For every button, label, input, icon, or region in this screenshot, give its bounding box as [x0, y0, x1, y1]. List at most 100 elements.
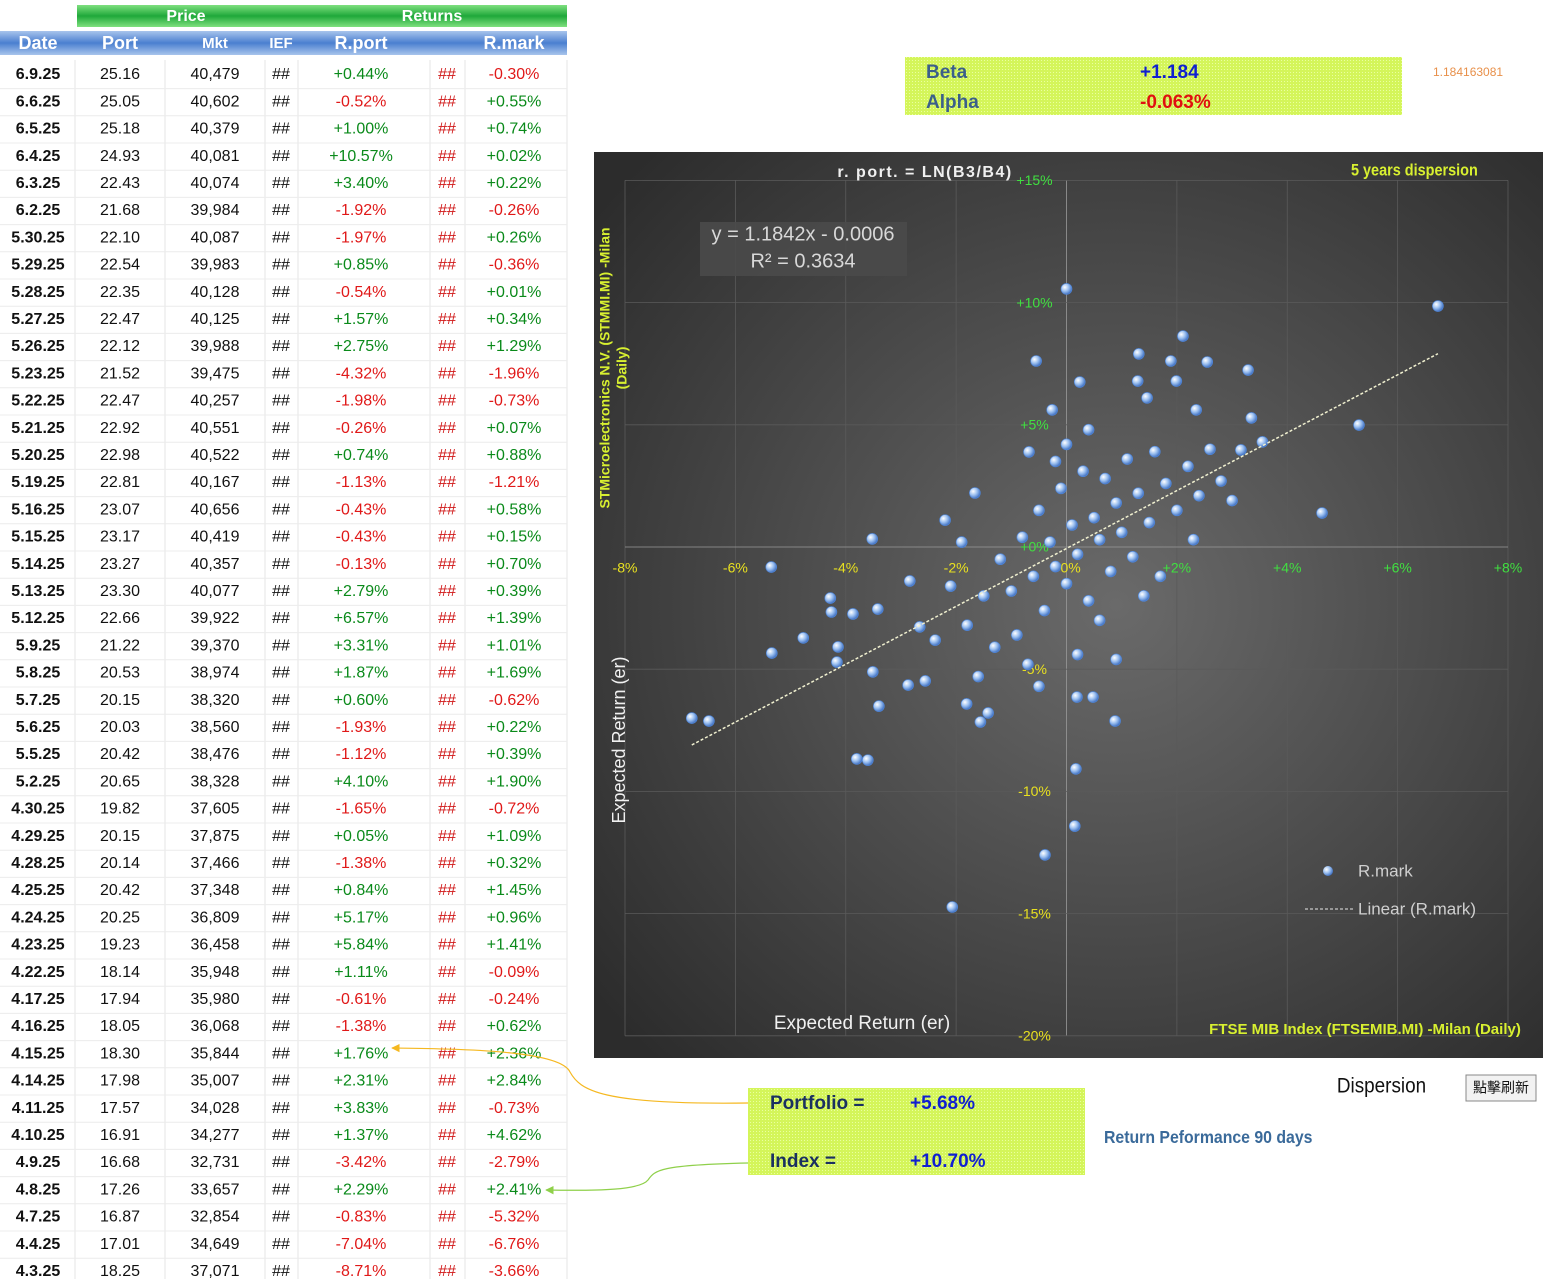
cell: ##: [272, 583, 290, 600]
cell: -0.52%: [336, 93, 387, 110]
cell: -5.32%: [489, 1209, 540, 1226]
cell: 22.47: [100, 311, 140, 328]
scatter-point: [955, 536, 968, 548]
refresh-button[interactable]: [1465, 1074, 1537, 1102]
scatter-point: [1154, 570, 1167, 583]
scatter-point: [797, 632, 810, 644]
cell: ##: [438, 1181, 456, 1198]
cell: ##: [438, 637, 456, 654]
scatter-point: [1082, 594, 1095, 607]
cell: 18.05: [100, 1018, 140, 1035]
cell: -6.76%: [489, 1236, 540, 1253]
cell: 19.82: [100, 801, 140, 818]
cell: 20.15: [100, 828, 140, 845]
cell: -0.61%: [336, 991, 387, 1008]
cell: -0.30%: [489, 66, 540, 83]
cell: 17.98: [100, 1073, 140, 1090]
cell: +1.76%: [334, 1045, 389, 1062]
cell: ##: [438, 447, 456, 464]
cell: ##: [438, 202, 456, 219]
scatter-point: [919, 675, 932, 687]
stats-box: [905, 57, 1402, 115]
cell: +4.62%: [487, 1127, 542, 1144]
cell: +0.22%: [487, 175, 542, 192]
scatter-point: [765, 561, 778, 573]
cell: ##: [438, 828, 456, 845]
cell: 38,476: [191, 746, 240, 763]
scatter-point: [1071, 548, 1084, 561]
cell: 40,074: [191, 175, 240, 192]
cell: ##: [272, 1018, 290, 1035]
cell: 4.15.25: [11, 1045, 64, 1062]
cell: 22.98: [100, 447, 140, 464]
cell: -0.43%: [336, 501, 387, 518]
cell: 20.25: [100, 909, 140, 926]
scatter-point: [832, 641, 844, 653]
scatter-point: [929, 634, 941, 646]
cell: +1.41%: [487, 937, 542, 954]
cell: +0.88%: [487, 447, 542, 464]
scatter-point: [977, 590, 990, 602]
scatter-point: [1049, 560, 1062, 573]
cell: ##: [272, 746, 290, 763]
scatter-point: [1087, 691, 1099, 703]
cell: +0.32%: [487, 855, 542, 872]
cell: ##: [272, 964, 290, 981]
cell: ##: [438, 1154, 456, 1171]
cell: ##: [272, 991, 290, 1008]
x-tick-label: -4%: [833, 560, 858, 576]
scatter-point: [1115, 526, 1128, 539]
cell: 5.15.25: [11, 529, 64, 546]
cell: +2.36%: [487, 1045, 542, 1062]
cell: ##: [438, 121, 456, 138]
x-tick-label: -8%: [613, 560, 638, 576]
cell: 5.8.25: [16, 665, 61, 682]
cell: ##: [438, 529, 456, 546]
cell: ##: [272, 257, 290, 274]
scatter-point: [1068, 820, 1081, 832]
scatter-point: [1093, 533, 1106, 546]
cell: +1.00%: [334, 121, 389, 138]
cell: ##: [272, 447, 290, 464]
cell: +0.22%: [487, 719, 542, 736]
scatter-point: [1193, 489, 1205, 502]
trend-line: [691, 353, 1439, 746]
cell: -1.93%: [336, 719, 387, 736]
cell: ##: [438, 746, 456, 763]
scatter-point: [824, 592, 837, 604]
cell: ##: [272, 719, 290, 736]
cell: ##: [438, 1127, 456, 1144]
portfolio-label: Portfolio =: [770, 1093, 864, 1114]
cell: 16.68: [100, 1154, 140, 1171]
scatter-point: [1109, 715, 1121, 727]
x-tick-label: +8%: [1494, 560, 1522, 576]
cell: +2.29%: [334, 1181, 389, 1198]
cell: 34,028: [191, 1100, 240, 1117]
x-tick-label: +4%: [1273, 560, 1301, 576]
group-header: Returns: [402, 8, 463, 25]
cell: +1.57%: [334, 311, 389, 328]
chart-title: r. port. = LN(B3/B4): [837, 164, 1012, 181]
cell: +0.26%: [487, 229, 542, 246]
scatter-point: [944, 580, 957, 592]
cell: 4.28.25: [11, 855, 64, 872]
cell: 5.27.25: [11, 311, 64, 328]
cell: ##: [438, 556, 456, 573]
cell: 5.7.25: [16, 692, 61, 709]
cell: 6.4.25: [16, 148, 61, 165]
scatter-point: [1177, 330, 1189, 342]
cell: ##: [438, 311, 456, 328]
scatter-point: [685, 712, 698, 724]
cell: 39,370: [191, 637, 240, 654]
refresh-button-label[interactable]: 點擊刷新: [1473, 1080, 1529, 1096]
y-tick-label: -15%: [1018, 905, 1051, 921]
cell: -1.98%: [336, 393, 387, 410]
scatter-point: [1215, 475, 1227, 487]
chart: -8% -6% -4% -2% +0% +2% +4% +6% +8%+15%+10%+5%+0…: [613, 172, 1523, 1043]
cell: 18.25: [100, 1263, 140, 1279]
cell: ##: [272, 529, 290, 546]
scatter-point: [961, 619, 973, 632]
cell: +1.37%: [334, 1127, 389, 1144]
cell: ##: [272, 1263, 290, 1279]
cell: 4.17.25: [11, 991, 64, 1008]
